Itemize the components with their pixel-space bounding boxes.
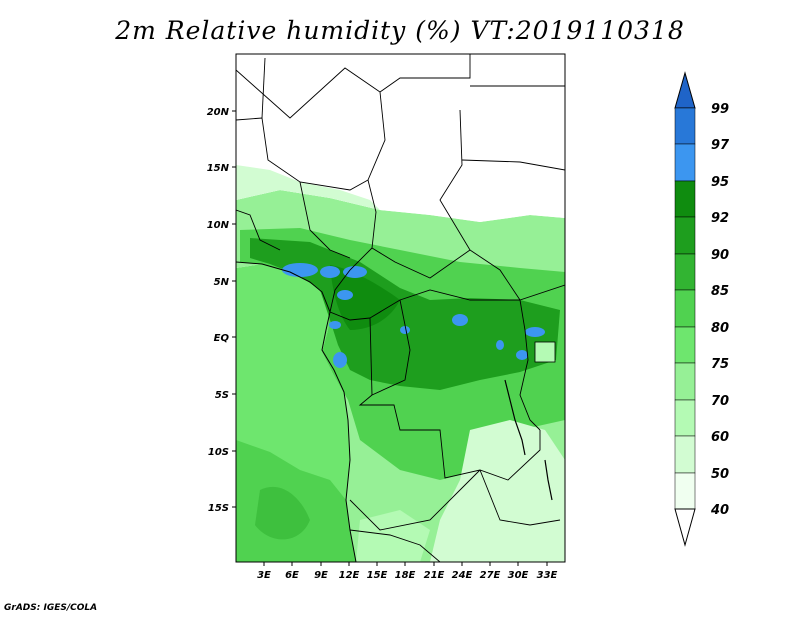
lon-tick-12e: 12E: [339, 570, 360, 581]
lon-tick-9e: 9E: [314, 570, 328, 581]
colorbar-label-95: 95: [711, 175, 729, 190]
colorbar-swatch-40-50: [674, 472, 696, 510]
lake-victoria: [534, 341, 556, 363]
lon-tick-18e: 18E: [395, 570, 416, 581]
colorbar: 99 97 95 92 90 85 80 75 70 60 50 40: [674, 71, 730, 547]
latitude-axis: 20N 15N 10N 5N EQ 5S 10S 15S: [207, 107, 236, 514]
saturated-patches: [282, 263, 545, 368]
colorbar-label-97: 97: [711, 138, 730, 153]
lat-tick-10s: 10S: [208, 447, 229, 458]
colorbar-label-40: 40: [710, 503, 729, 518]
colorbar-label-60: 60: [711, 430, 729, 445]
grads-credit: GrADS: IGES/COLA: [4, 603, 98, 613]
lake-malawi: [544, 459, 553, 501]
lon-tick-15e: 15E: [367, 570, 388, 581]
sahel-light-band: [236, 165, 380, 210]
ocean-humidity-dark-patch-2: [255, 486, 310, 540]
map-plot-area: [236, 54, 565, 562]
colorbar-swatch-92-95: [674, 180, 696, 218]
sahara-dry-area: [236, 54, 565, 222]
lat-tick-10n: 10N: [207, 220, 230, 231]
colorbar-swatch-70-75: [674, 362, 696, 401]
map-frame: [235, 53, 566, 563]
land-humidity-darkest: [330, 265, 400, 330]
colorbar-label-80: 80: [711, 321, 729, 336]
lon-tick-33e: 33E: [537, 570, 558, 581]
lon-tick-30e: 30E: [508, 570, 529, 581]
lon-tick-3e: 3E: [257, 570, 271, 581]
lat-tick-5s: 5S: [215, 390, 229, 401]
colorbar-top-arrow: [674, 71, 696, 109]
colorbar-swatch-50-60: [674, 435, 696, 474]
colorbar-swatch-90-92: [674, 216, 696, 255]
lat-tick-eq: EQ: [214, 333, 230, 344]
colorbar-label-99: 99: [711, 102, 729, 117]
southern-dry-region: [430, 420, 565, 562]
colorbar-label-92: 92: [711, 211, 729, 226]
lon-tick-24e: 24E: [452, 570, 473, 581]
lat-tick-5n: 5N: [214, 277, 230, 288]
colorbar-label-70: 70: [711, 394, 729, 409]
longitude-axis: 3E 6E 9E 12E 15E 18E 21E 24E 27E 30E 33E: [257, 562, 558, 581]
lake-tanganyika: [504, 379, 526, 456]
lon-tick-6e: 6E: [285, 570, 299, 581]
lon-tick-27e: 27E: [480, 570, 501, 581]
colorbar-swatch-95-97: [674, 143, 696, 182]
lat-tick-15n: 15N: [207, 163, 230, 174]
map-title: 2m Relative humidity (%) VT:2019110318: [115, 16, 685, 45]
colorbar-label-75: 75: [711, 357, 729, 372]
coastline: [236, 261, 357, 562]
lon-tick-21e: 21E: [424, 570, 445, 581]
colorbar-swatch-85-90: [674, 253, 696, 291]
colorbar-label-50: 50: [711, 467, 729, 482]
colorbar-label-85: 85: [711, 284, 729, 299]
colorbar-bottom-arrow: [674, 508, 696, 547]
lat-tick-20n: 20N: [207, 107, 230, 118]
colorbar-label-90: 90: [711, 248, 729, 263]
colorbar-swatch-80-85: [674, 289, 696, 328]
lat-tick-15s: 15S: [208, 503, 229, 514]
colorbar-swatch-97-99: [674, 107, 696, 145]
colorbar-swatch-75-80: [674, 326, 696, 364]
country-borders: [236, 54, 565, 562]
colorbar-swatch-60-70: [674, 399, 696, 437]
